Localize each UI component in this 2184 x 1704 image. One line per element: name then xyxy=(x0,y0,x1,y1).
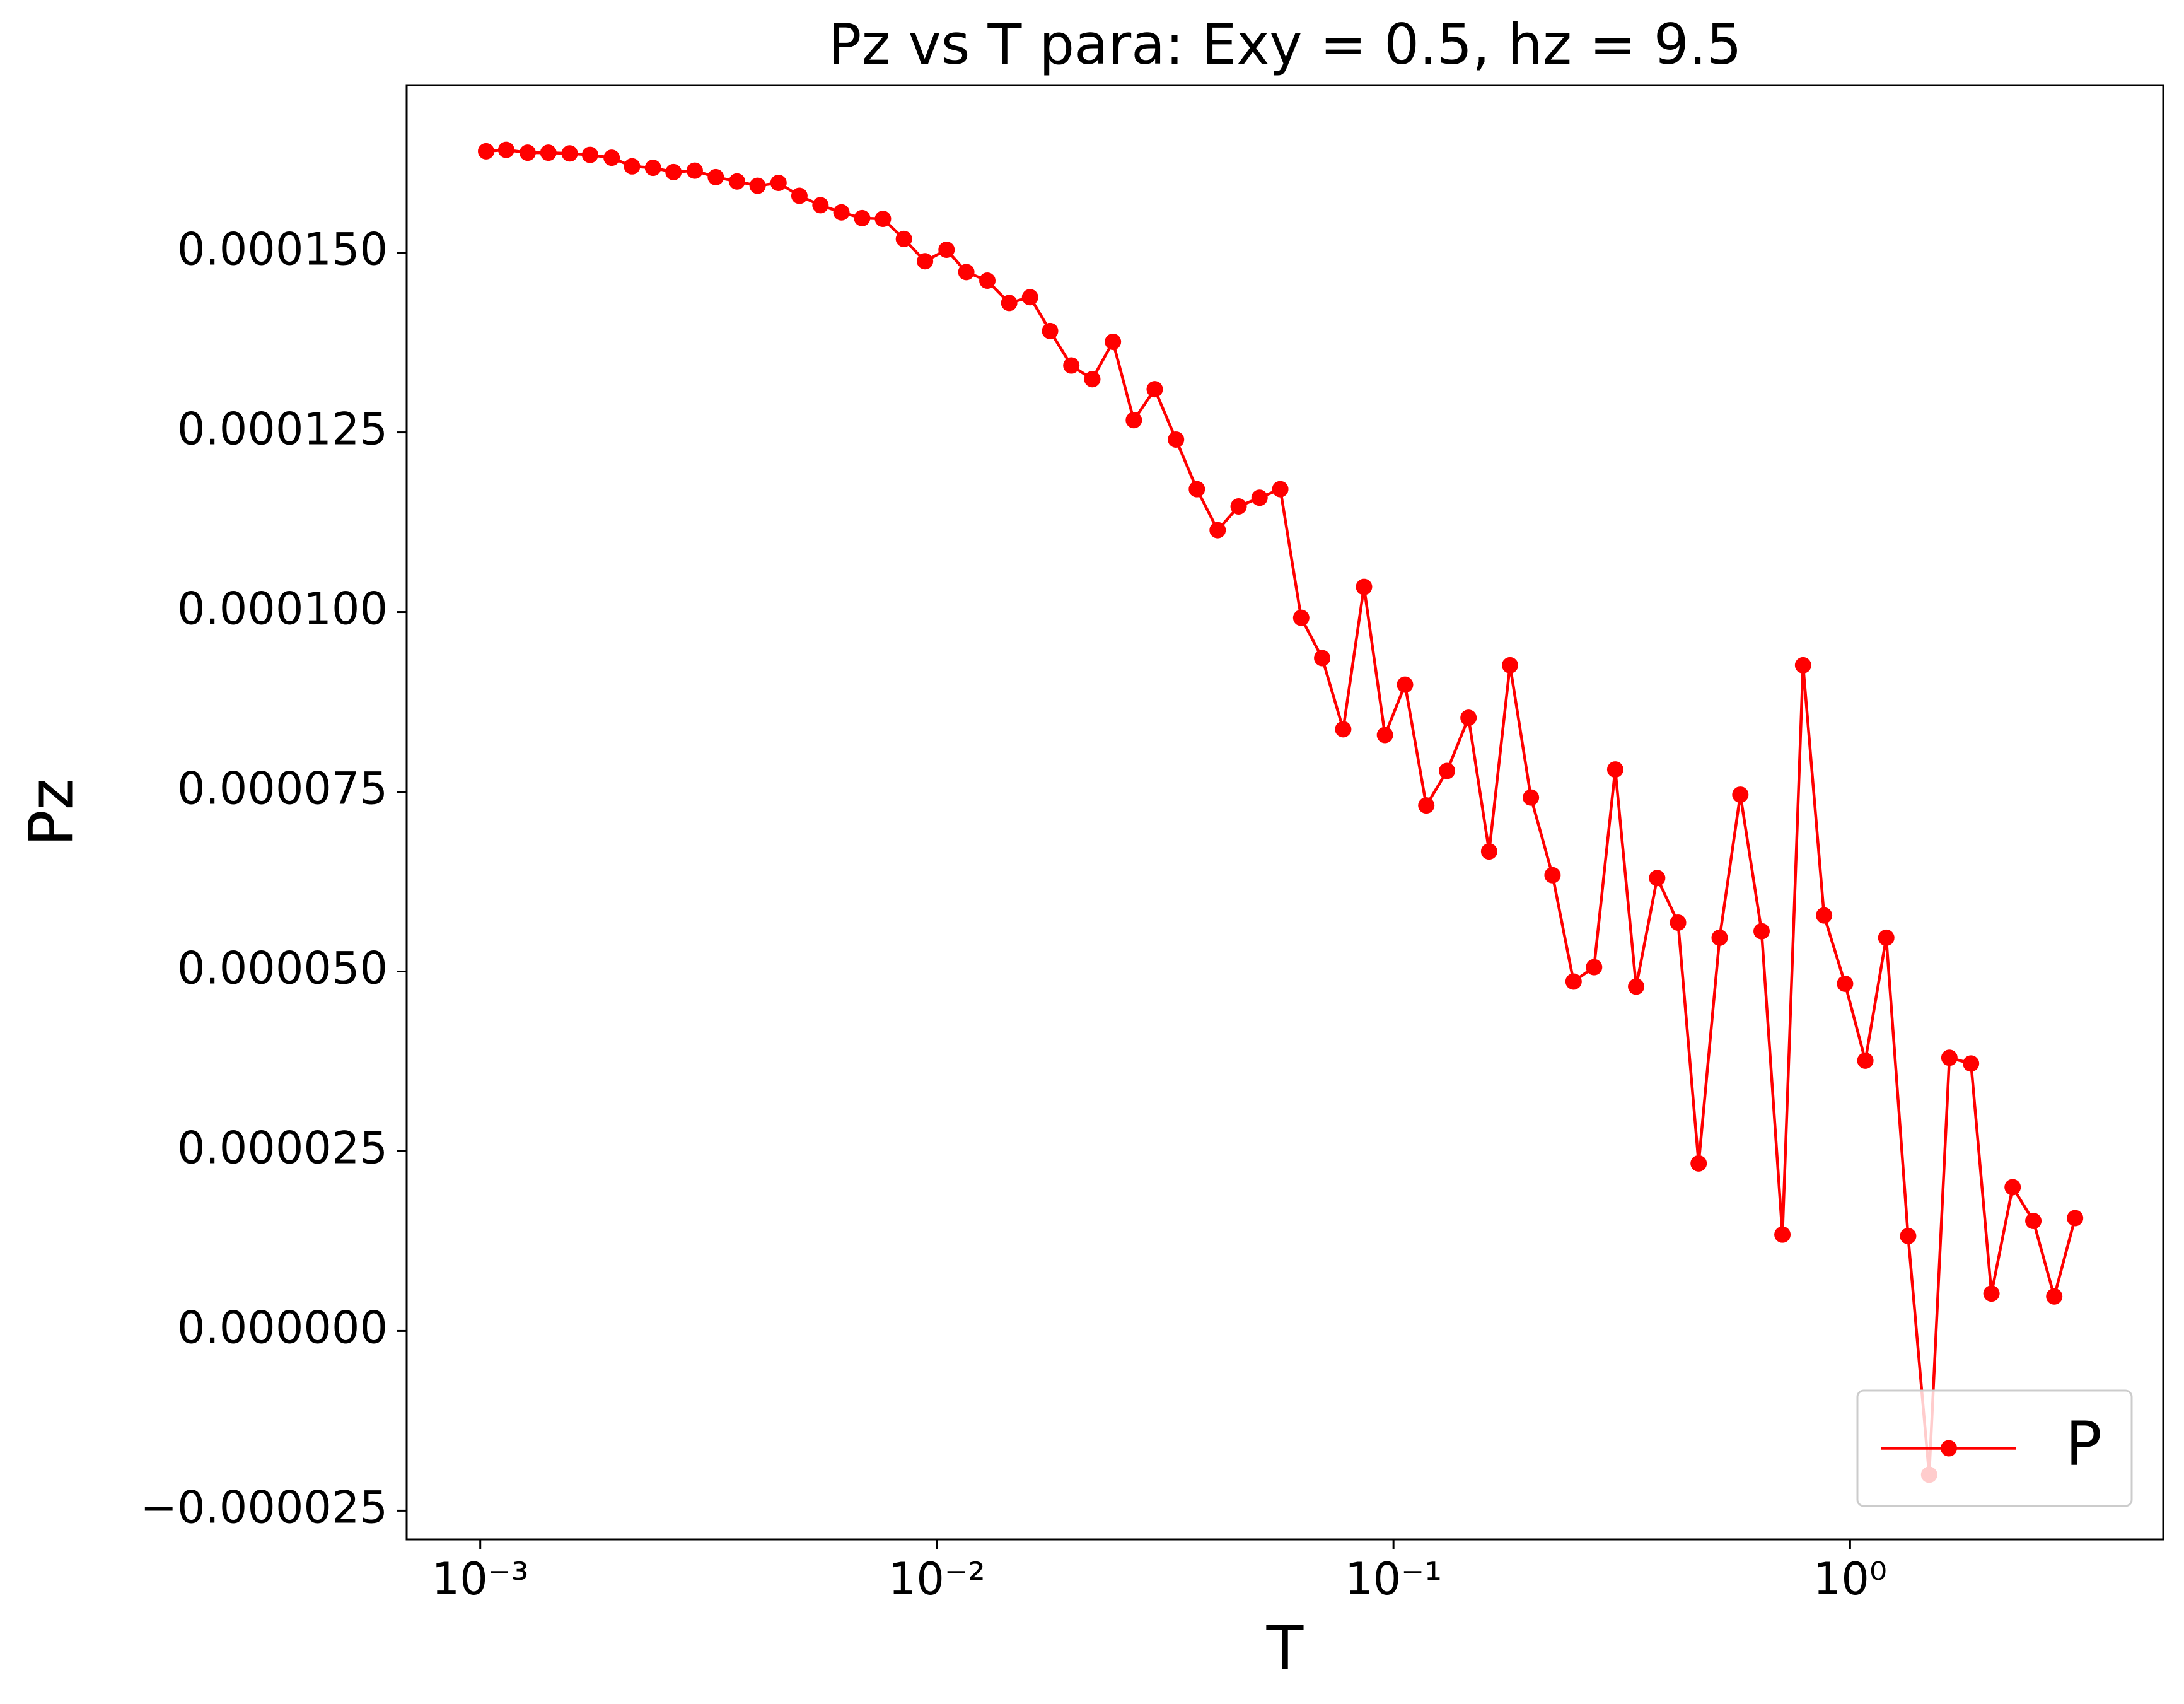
y-tick-label: 0.000150 xyxy=(177,224,388,276)
point xyxy=(1794,657,1811,674)
point xyxy=(1670,914,1687,931)
point xyxy=(561,145,578,162)
point xyxy=(1376,727,1393,744)
y-tick-label: 0.000075 xyxy=(177,763,388,815)
point xyxy=(1983,1285,2000,1302)
point xyxy=(854,209,871,226)
point xyxy=(1042,322,1059,339)
point xyxy=(1418,797,1435,814)
point xyxy=(1690,1155,1707,1172)
point xyxy=(812,197,829,214)
point xyxy=(1230,498,1247,515)
point xyxy=(1209,522,1226,539)
point xyxy=(728,173,745,190)
point xyxy=(1460,709,1477,727)
point xyxy=(1063,357,1080,374)
point xyxy=(1021,289,1038,306)
point xyxy=(519,144,536,161)
point xyxy=(833,204,850,221)
point xyxy=(1628,978,1645,995)
point xyxy=(749,177,766,194)
point xyxy=(1586,959,1603,976)
point xyxy=(1188,481,1205,498)
point xyxy=(917,253,934,270)
point xyxy=(1001,295,1018,312)
point xyxy=(478,143,495,160)
point xyxy=(707,168,724,185)
point xyxy=(686,162,703,179)
point xyxy=(2004,1179,2021,1196)
point xyxy=(791,187,808,204)
point xyxy=(1816,907,1833,924)
x-tick-label: 10⁻¹ xyxy=(1345,1553,1442,1605)
y-tick-label: 0.000050 xyxy=(177,943,388,995)
point xyxy=(624,158,641,175)
x-tick-label: 10⁰ xyxy=(1813,1553,1887,1605)
legend-marker xyxy=(1941,1440,1957,1457)
point xyxy=(1544,867,1561,884)
point xyxy=(1314,650,1331,667)
x-tick-label: 10⁻³ xyxy=(432,1553,529,1605)
x-axis-label: T xyxy=(1266,1613,1304,1683)
point xyxy=(1272,481,1289,498)
point xyxy=(1335,721,1352,738)
legend-label: P xyxy=(2065,1409,2102,1479)
y-tick-label: 0.000025 xyxy=(177,1122,388,1174)
point xyxy=(1857,1052,1874,1069)
point xyxy=(1397,676,1414,693)
point xyxy=(938,242,955,259)
point xyxy=(540,144,557,161)
point xyxy=(644,160,661,177)
point xyxy=(1753,923,1770,940)
point xyxy=(497,141,514,158)
point xyxy=(1146,381,1163,398)
point xyxy=(1168,431,1185,448)
point xyxy=(2046,1288,2063,1305)
point xyxy=(1837,975,1854,992)
point xyxy=(1125,412,1142,429)
plot-frame xyxy=(405,84,2164,1541)
point xyxy=(1649,870,1666,887)
point xyxy=(1900,1227,1917,1244)
y-tick-label: 0.000000 xyxy=(177,1302,388,1353)
point xyxy=(1292,609,1310,626)
point xyxy=(895,230,912,247)
point xyxy=(1439,762,1456,779)
y-tick-label: −0.000025 xyxy=(140,1481,388,1533)
point xyxy=(1502,657,1519,674)
x-tick-label: 10⁻² xyxy=(888,1553,985,1605)
point xyxy=(1711,929,1728,946)
point xyxy=(1941,1049,1958,1066)
point xyxy=(1606,761,1623,778)
y-axis-label: Pz xyxy=(16,778,86,846)
y-tick-label: 0.000125 xyxy=(177,404,388,455)
point xyxy=(665,163,682,180)
point xyxy=(1774,1226,1791,1243)
point xyxy=(1565,973,1582,990)
series-line xyxy=(485,148,2077,1475)
point xyxy=(581,146,598,163)
point xyxy=(1251,489,1268,506)
point xyxy=(979,272,996,289)
point xyxy=(1084,371,1101,388)
point xyxy=(1523,789,1540,806)
point xyxy=(603,149,620,166)
point xyxy=(2025,1213,2042,1230)
point xyxy=(770,175,787,192)
chart-title: Pz vs T para: Exy = 0.5, hz = 9.5 xyxy=(828,12,1741,77)
point xyxy=(958,264,975,281)
point xyxy=(2067,1210,2084,1227)
point xyxy=(1356,578,1373,595)
point xyxy=(1480,843,1497,860)
point xyxy=(1732,786,1749,803)
point xyxy=(1878,929,1895,946)
point xyxy=(874,211,892,228)
point xyxy=(1963,1055,1980,1072)
y-tick-label: 0.000100 xyxy=(177,583,388,635)
point xyxy=(1105,333,1122,350)
